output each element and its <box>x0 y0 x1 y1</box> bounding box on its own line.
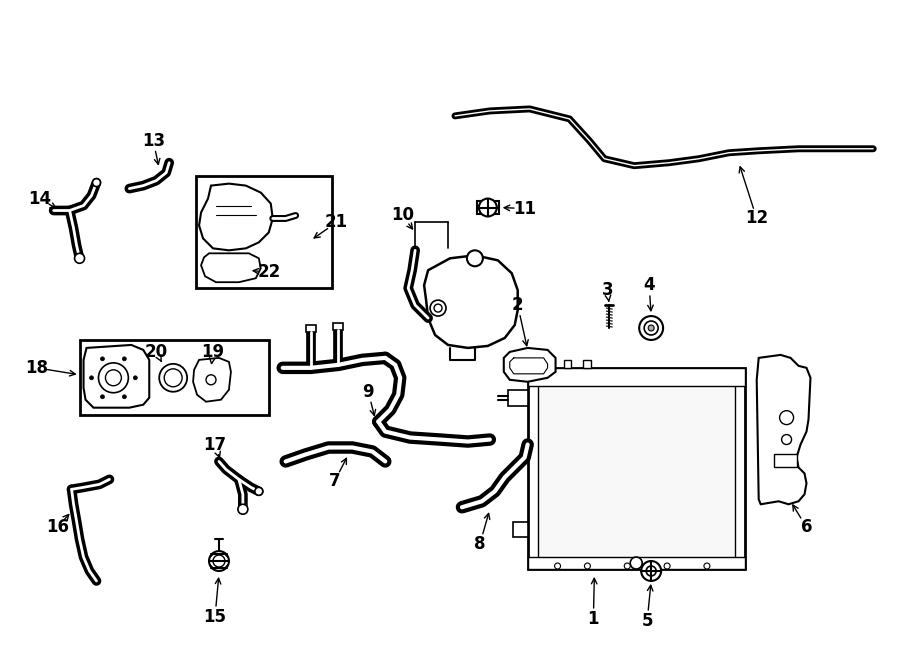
Circle shape <box>105 370 122 386</box>
Polygon shape <box>774 455 796 467</box>
Polygon shape <box>477 200 499 214</box>
Text: 6: 6 <box>801 518 812 536</box>
Circle shape <box>159 364 187 392</box>
Text: 2: 2 <box>512 296 524 314</box>
Circle shape <box>89 376 94 380</box>
Circle shape <box>704 563 710 569</box>
Polygon shape <box>194 358 231 402</box>
Circle shape <box>101 357 104 361</box>
Text: 9: 9 <box>363 383 374 401</box>
Circle shape <box>554 563 561 569</box>
Circle shape <box>479 198 497 217</box>
Circle shape <box>781 434 792 444</box>
Polygon shape <box>563 360 572 368</box>
Polygon shape <box>508 390 527 406</box>
Polygon shape <box>537 378 734 559</box>
Polygon shape <box>583 360 591 368</box>
Text: 16: 16 <box>46 518 69 536</box>
Polygon shape <box>527 368 745 569</box>
Circle shape <box>206 375 216 385</box>
Text: 11: 11 <box>513 200 536 217</box>
Circle shape <box>664 563 670 569</box>
Circle shape <box>625 563 630 569</box>
Circle shape <box>430 300 446 316</box>
Polygon shape <box>199 184 273 251</box>
Polygon shape <box>424 255 518 348</box>
Polygon shape <box>544 360 552 368</box>
Text: 7: 7 <box>328 473 340 490</box>
Text: 19: 19 <box>202 343 225 361</box>
Text: 17: 17 <box>203 436 227 453</box>
Text: 4: 4 <box>644 276 655 294</box>
Circle shape <box>164 369 182 387</box>
Text: 12: 12 <box>745 210 769 227</box>
Circle shape <box>133 376 138 380</box>
Polygon shape <box>196 176 332 288</box>
Circle shape <box>644 321 658 335</box>
Text: 5: 5 <box>642 612 652 630</box>
Polygon shape <box>527 557 745 569</box>
Text: 10: 10 <box>391 206 414 225</box>
Circle shape <box>630 557 643 569</box>
Circle shape <box>93 178 101 186</box>
Circle shape <box>101 395 104 399</box>
Polygon shape <box>84 345 149 408</box>
Polygon shape <box>527 368 745 386</box>
Text: 3: 3 <box>601 281 613 299</box>
Circle shape <box>584 563 590 569</box>
Circle shape <box>209 551 229 571</box>
Circle shape <box>122 357 126 361</box>
Polygon shape <box>504 348 555 382</box>
Circle shape <box>255 487 263 495</box>
Circle shape <box>639 316 663 340</box>
Circle shape <box>648 325 654 331</box>
Circle shape <box>646 566 656 576</box>
Text: 18: 18 <box>25 359 49 377</box>
Text: 15: 15 <box>203 608 227 626</box>
Text: 14: 14 <box>28 190 51 208</box>
Circle shape <box>434 304 442 312</box>
Circle shape <box>75 253 85 263</box>
Text: 8: 8 <box>474 535 486 553</box>
Polygon shape <box>306 325 316 332</box>
Polygon shape <box>757 355 811 504</box>
Circle shape <box>98 363 129 393</box>
Circle shape <box>779 410 794 424</box>
Text: 1: 1 <box>588 610 599 628</box>
Text: 21: 21 <box>325 214 348 231</box>
Text: 22: 22 <box>257 263 281 281</box>
Circle shape <box>213 555 225 567</box>
Text: 20: 20 <box>145 343 167 361</box>
Text: 13: 13 <box>141 132 165 150</box>
Polygon shape <box>79 340 269 414</box>
Polygon shape <box>513 522 527 537</box>
Polygon shape <box>201 253 261 282</box>
Circle shape <box>467 251 483 266</box>
Circle shape <box>238 504 248 514</box>
Circle shape <box>122 395 126 399</box>
Polygon shape <box>334 323 344 330</box>
Circle shape <box>641 561 662 581</box>
